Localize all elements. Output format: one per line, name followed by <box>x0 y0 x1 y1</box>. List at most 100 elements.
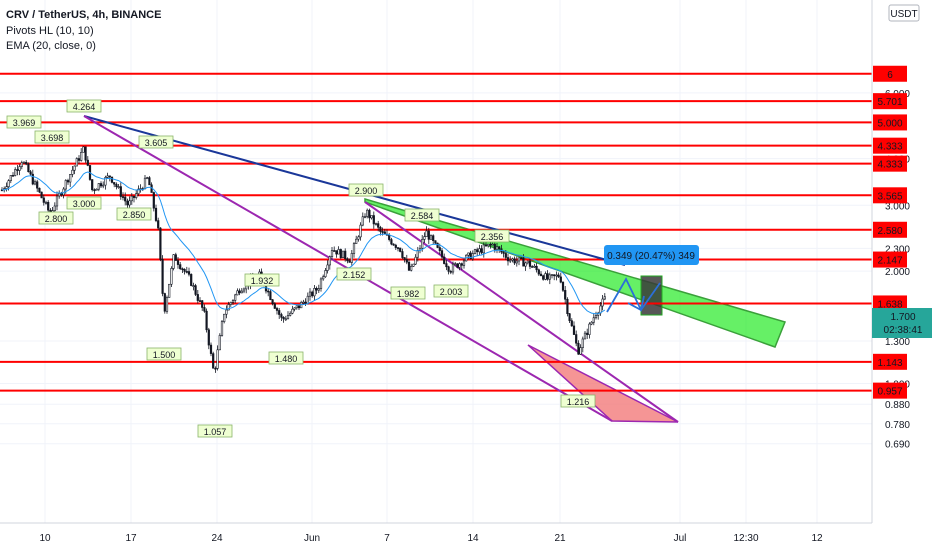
candle-body <box>187 271 191 275</box>
level-badge-text: 4.333 <box>877 160 902 171</box>
level-badges: 6 5.701 5.000 4.333 4.333 3.565 2.580 2.147 1.63… <box>873 65 907 399</box>
candle-body <box>9 175 12 181</box>
candle-body <box>130 195 133 202</box>
candle-body <box>47 201 50 211</box>
candle-body <box>390 239 393 245</box>
candle-body <box>487 243 490 247</box>
candle-body <box>86 159 89 166</box>
candle-body <box>196 294 199 301</box>
candle-body <box>586 332 589 335</box>
time-tick: Jun <box>304 533 320 544</box>
candle-body <box>403 257 406 260</box>
candle-body <box>214 367 217 370</box>
candle-body <box>319 278 323 289</box>
candle-body <box>302 301 305 304</box>
candle-body <box>58 193 61 197</box>
candle-body <box>407 261 411 271</box>
candle-body <box>489 243 492 246</box>
price-tick: 0.690 <box>885 440 910 451</box>
level-badge <box>873 65 907 82</box>
candle-body <box>361 216 364 226</box>
pivot-label: 3.969 <box>13 118 36 128</box>
candle-body <box>410 266 413 271</box>
candle-body <box>337 249 340 255</box>
candle-body <box>152 192 155 209</box>
price-tick: 0.880 <box>885 400 910 411</box>
candle-body <box>572 325 576 335</box>
candle-body <box>324 270 327 278</box>
candle-body <box>603 296 606 300</box>
candle-body <box>520 257 523 260</box>
candle-body <box>75 158 78 167</box>
pivot-box <box>6 115 42 129</box>
red-triangle-zone[interactable] <box>527 344 679 423</box>
measure-text: 0.349 (20.47%) 349 <box>607 251 695 262</box>
pivot-label: 1.932 <box>251 276 274 286</box>
price-axis[interactable] <box>871 0 932 550</box>
candle-body <box>451 263 455 273</box>
candle-body <box>271 299 274 305</box>
time-tick: 12:30 <box>733 533 758 544</box>
candle-body <box>143 177 147 190</box>
level-badge-text: 5.701 <box>877 97 902 108</box>
candle-body <box>544 273 547 280</box>
candle-body <box>456 263 459 268</box>
pivot-box <box>146 347 182 361</box>
candle-body <box>95 188 98 191</box>
candle-body <box>190 274 193 286</box>
time-tick: 10 <box>39 533 51 544</box>
candle-body <box>401 251 404 258</box>
candle-body <box>467 252 470 256</box>
candle-body <box>432 235 435 241</box>
candle-body <box>38 187 41 193</box>
candle-body <box>5 186 8 189</box>
pivot-label: 2.356 <box>481 232 504 242</box>
pivot-box <box>390 286 426 300</box>
candle-body <box>566 298 569 314</box>
candle-body <box>506 257 510 262</box>
candle-body <box>220 321 224 336</box>
candle-body <box>7 180 10 187</box>
candle-body <box>575 334 578 344</box>
candle-body <box>440 250 444 258</box>
candle-body <box>161 259 164 294</box>
candle-body <box>172 254 175 269</box>
candle-body <box>71 169 74 175</box>
candles <box>0 146 606 373</box>
grid <box>0 0 872 523</box>
candle-body <box>522 257 525 267</box>
level-badge-text: 1.143 <box>877 358 902 369</box>
currency-badge[interactable]: USDT <box>888 4 920 22</box>
price-tick: 1.300 <box>885 337 910 348</box>
candle-body <box>179 264 182 269</box>
candle-body <box>33 181 37 185</box>
pivot-label: 3.605 <box>145 138 168 148</box>
candle-body <box>379 227 382 232</box>
pivot-label: 2.152 <box>343 270 366 280</box>
candle-body <box>421 239 424 249</box>
candle-body <box>198 300 202 302</box>
candle-body <box>484 244 488 247</box>
candle-body <box>561 281 565 291</box>
level-badge <box>873 187 907 204</box>
candle-body <box>355 238 358 244</box>
candle-body <box>146 177 149 179</box>
candle-body <box>509 259 512 262</box>
candle-body <box>201 300 204 308</box>
candle-body <box>528 260 532 267</box>
candle-body <box>311 291 314 297</box>
candle-body <box>524 262 527 267</box>
time-axis[interactable] <box>0 522 932 550</box>
candle-body <box>601 298 604 307</box>
pivot-label: 2.900 <box>355 186 378 196</box>
purple-trendline-inner[interactable] <box>364 201 679 423</box>
pivot-box <box>197 424 233 438</box>
candle-body <box>267 290 270 293</box>
candle-body <box>429 235 433 240</box>
candle-body <box>328 256 331 266</box>
candle-body <box>515 260 518 264</box>
candle-body <box>344 250 347 259</box>
candle-body <box>295 305 298 309</box>
projection-arrowhead <box>627 295 645 312</box>
